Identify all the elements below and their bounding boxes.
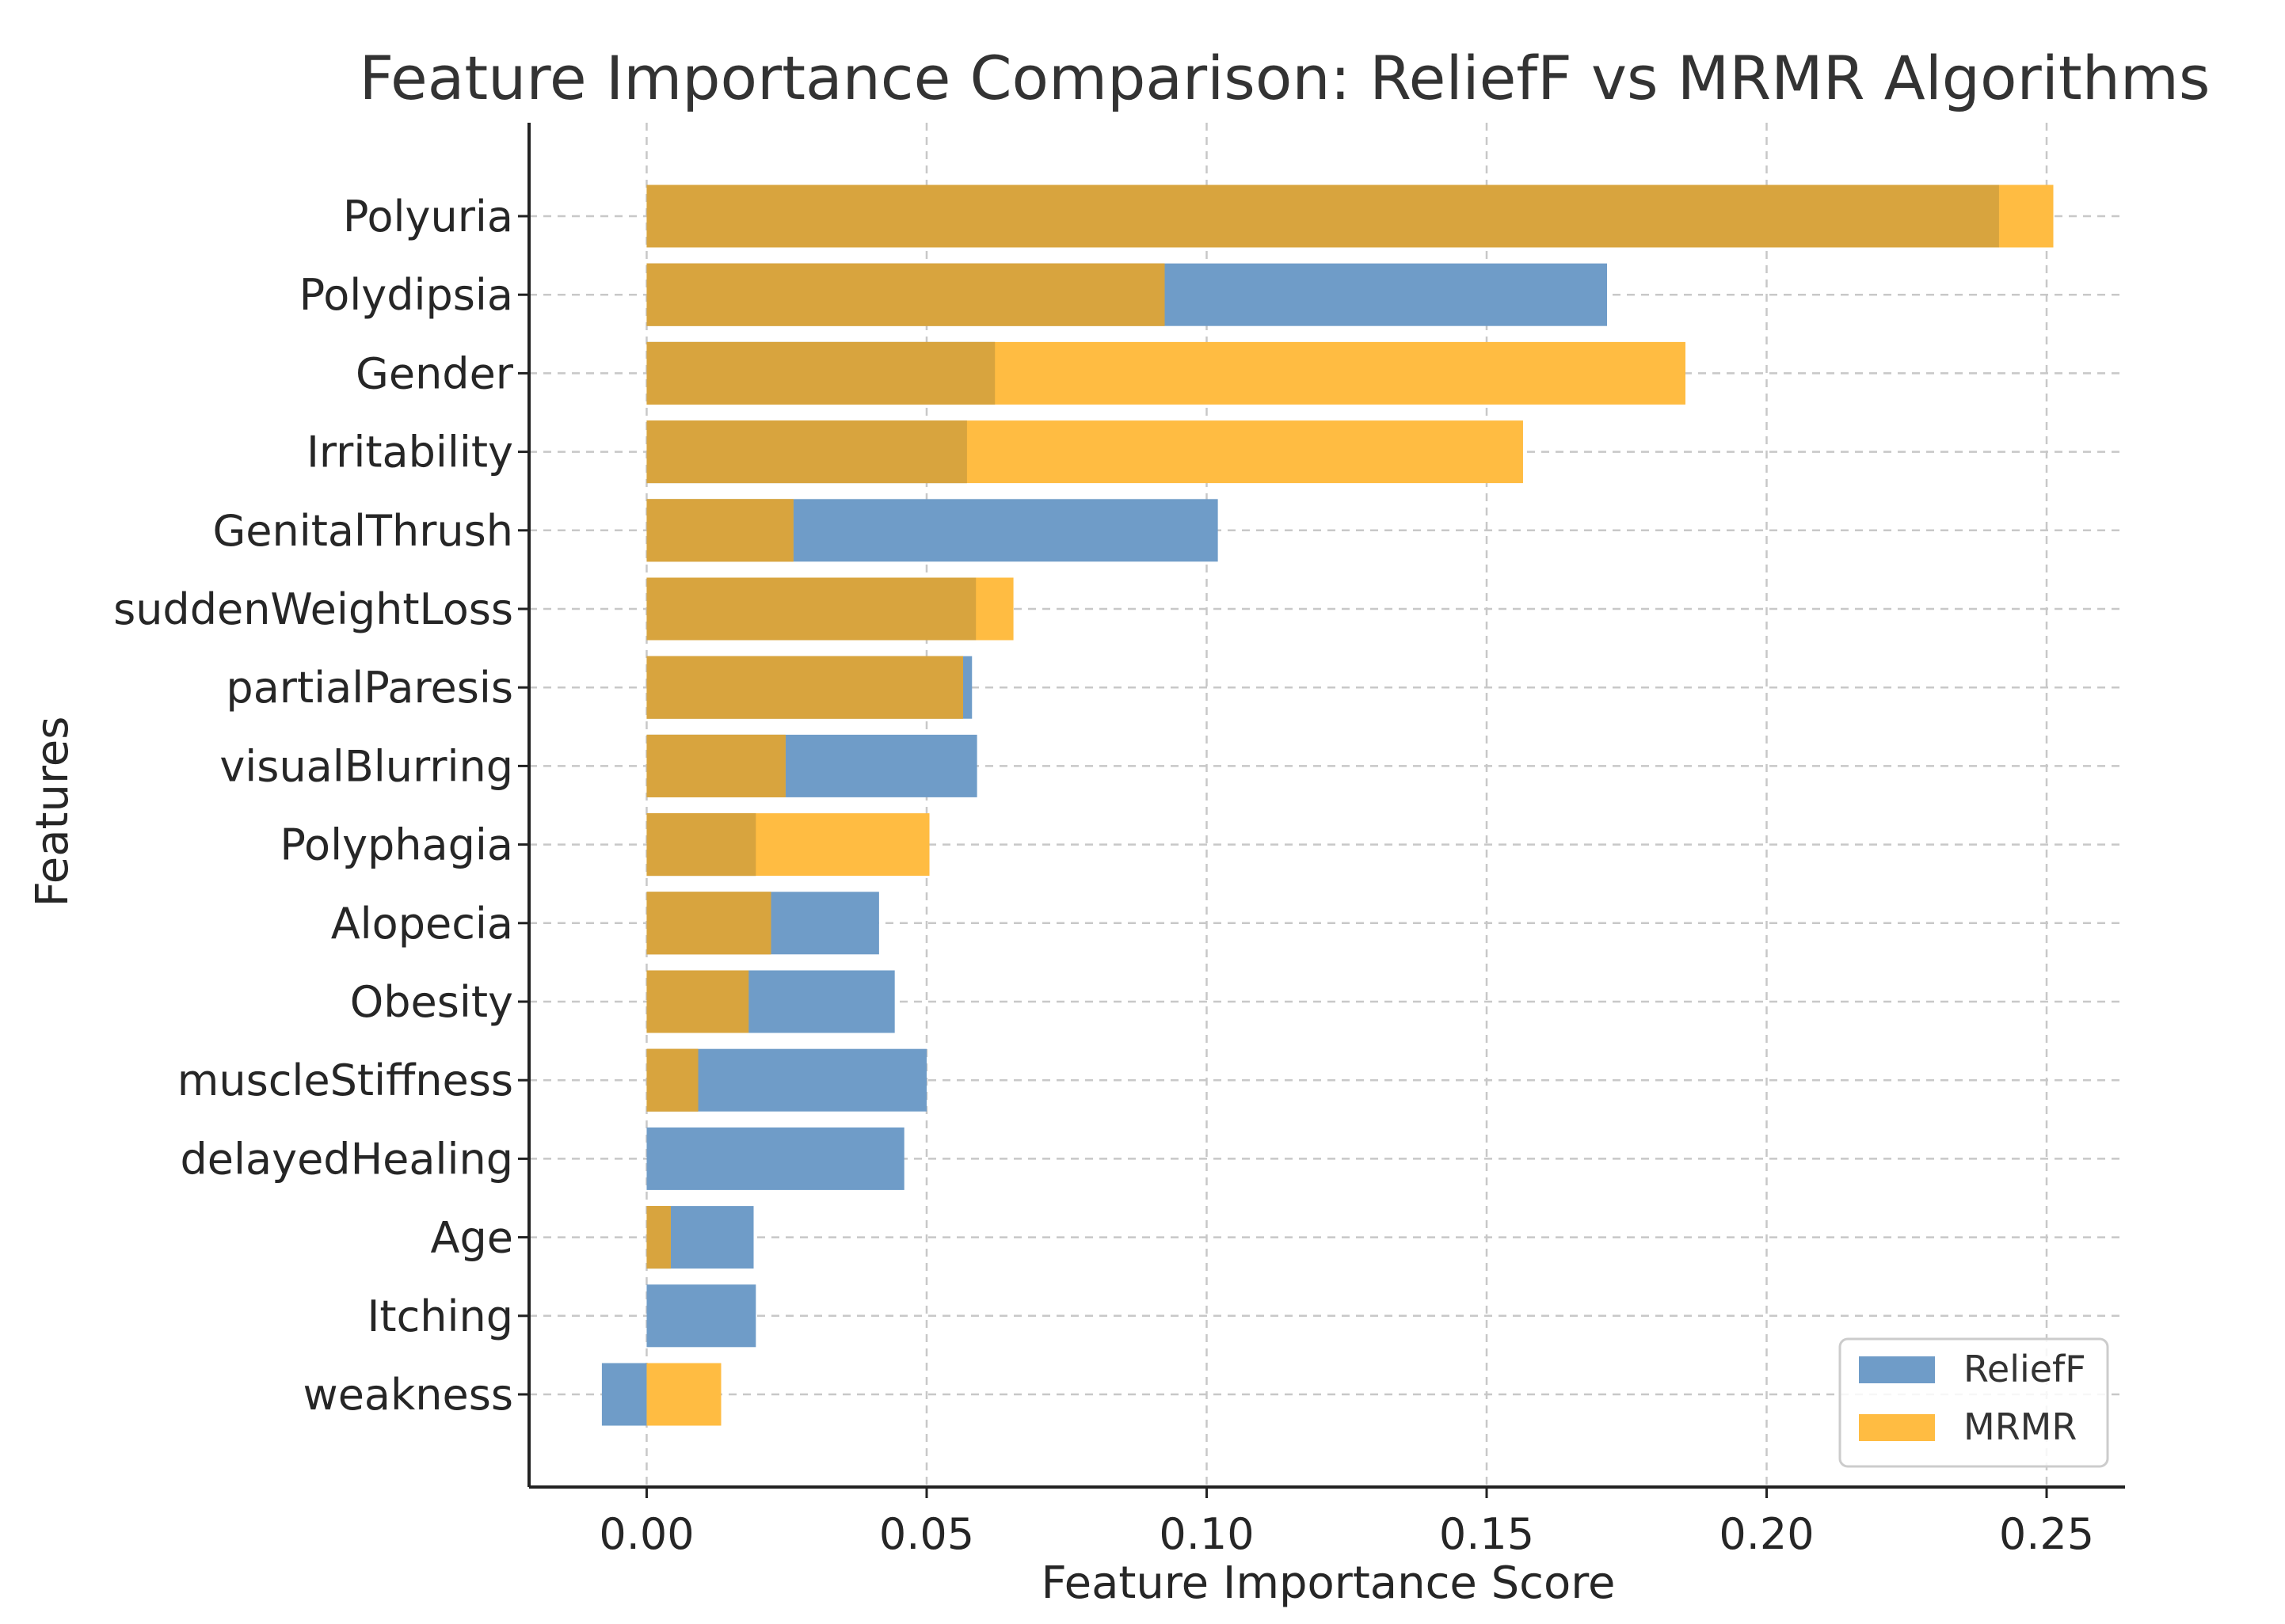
x-tick-label: 0.10 — [1159, 1509, 1254, 1559]
legend-label-relieff: ReliefF — [1963, 1348, 2086, 1390]
relieff-bar — [646, 1284, 756, 1348]
y-tick-label: Polyuria — [343, 192, 513, 242]
x-axis-title: Feature Importance Score — [1042, 1557, 1616, 1609]
x-tick-label: 0.00 — [599, 1509, 694, 1559]
y-tick-label: Itching — [367, 1291, 513, 1341]
overlap-bar — [646, 970, 749, 1033]
bar-layer — [601, 184, 2054, 1426]
overlap-bar — [646, 892, 771, 955]
legend-swatch-mrmr — [1859, 1414, 1935, 1441]
y-tick-label: partialParesis — [226, 663, 513, 713]
overlap-bar — [646, 499, 794, 562]
y-tick-label: Age — [431, 1213, 513, 1263]
y-tick-label: weakness — [303, 1370, 513, 1420]
legend-label-mrmr: MRMR — [1963, 1405, 2077, 1448]
mrmr-bar — [646, 1363, 722, 1426]
overlap-bar — [646, 1206, 671, 1269]
overlap-bar — [646, 341, 996, 405]
y-axis-title: Features — [27, 717, 78, 907]
x-tick-label: 0.20 — [1719, 1509, 1814, 1559]
legend: ReliefF MRMR — [1838, 1337, 2109, 1468]
y-tick-label: GenitalThrush — [212, 506, 513, 556]
y-tick-label: Gender — [356, 348, 514, 398]
x-tick-label: 0.05 — [879, 1509, 974, 1559]
y-tick-label: delayedHealing — [181, 1134, 513, 1184]
x-tick-label: 0.25 — [1999, 1509, 2094, 1559]
y-tick-label: Obesity — [350, 977, 513, 1027]
y-tick-label: Alopecia — [331, 899, 513, 949]
legend-swatch-relieff — [1859, 1356, 1935, 1383]
overlap-bar — [646, 734, 786, 797]
overlap-bar — [646, 263, 1165, 326]
overlap-bar — [646, 656, 963, 719]
overlap-bar — [646, 420, 967, 484]
y-tick-label: muscleStiffness — [177, 1055, 513, 1105]
y-tick-label: visualBlurring — [219, 741, 513, 791]
x-tick-label: 0.15 — [1439, 1509, 1534, 1559]
relieff-bar — [646, 1127, 904, 1190]
overlap-bar — [646, 1048, 699, 1112]
y-tick-label: Irritability — [307, 428, 513, 477]
y-tick-label: Polyphagia — [280, 820, 513, 870]
grid-layer — [529, 123, 2125, 1487]
overlap-bar — [646, 577, 977, 641]
y-tick-label: suddenWeightLoss — [113, 584, 513, 634]
y-tick-label: Polydipsia — [299, 270, 513, 320]
overlap-bar — [646, 184, 1999, 248]
relieff-bar — [601, 1363, 647, 1426]
axis-layer: 0.00 0.05 0.10 0.15 0.20 0.25 Polyuria Polydips… — [113, 123, 2125, 1559]
overlap-bar — [646, 813, 756, 877]
chart-title: Feature Importance Comparison: ReliefF v… — [359, 43, 2210, 113]
